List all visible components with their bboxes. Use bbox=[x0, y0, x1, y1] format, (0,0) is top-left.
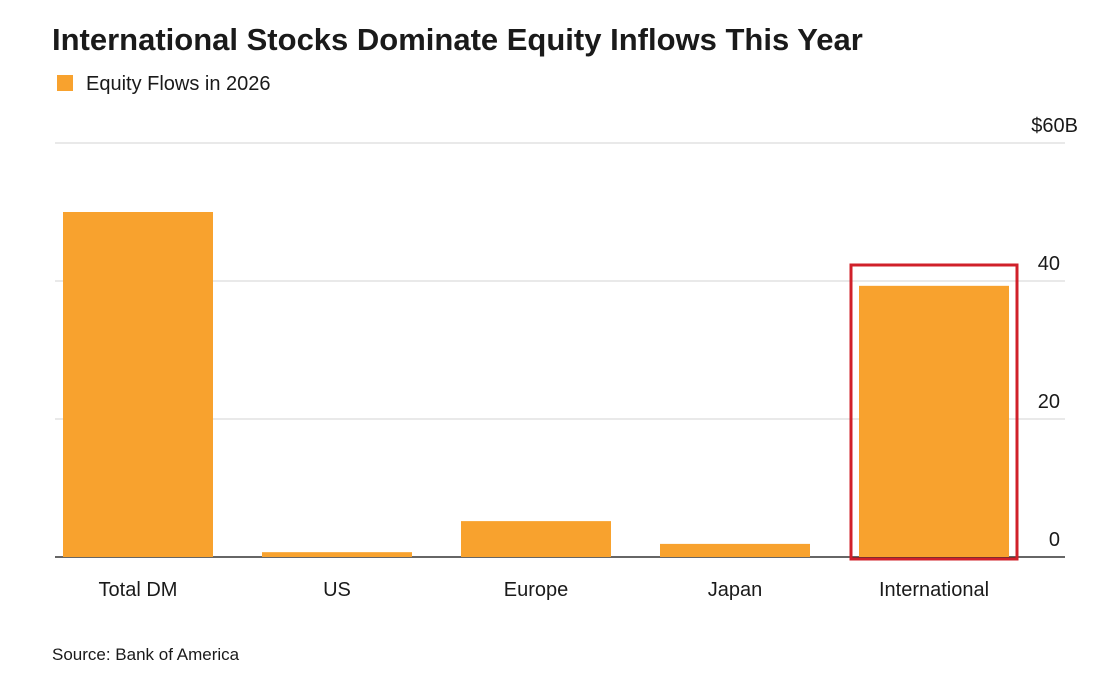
y-tick-label: 40 bbox=[1038, 253, 1060, 275]
bar bbox=[660, 543, 810, 557]
x-tick-label: Japan bbox=[708, 579, 763, 601]
x-tick-label: US bbox=[323, 579, 351, 601]
bar bbox=[859, 285, 1009, 557]
x-tick-label: International bbox=[879, 579, 989, 601]
highlight-box bbox=[849, 263, 1019, 561]
chart-title: International Stocks Dominate Equity Inf… bbox=[52, 22, 863, 57]
x-tick-label: Total DM bbox=[99, 579, 178, 601]
y-tick-label: 20 bbox=[1038, 391, 1060, 413]
y-tick-label: $60B bbox=[1031, 115, 1078, 137]
bar bbox=[63, 212, 213, 557]
x-tick-label: Europe bbox=[504, 579, 569, 601]
bar bbox=[461, 521, 611, 557]
legend-swatch bbox=[57, 75, 73, 91]
y-tick-label: 0 bbox=[1049, 529, 1060, 551]
source-note: Source: Bank of America bbox=[52, 645, 240, 664]
bar bbox=[262, 552, 412, 557]
legend-label: Equity Flows in 2026 bbox=[86, 73, 271, 95]
